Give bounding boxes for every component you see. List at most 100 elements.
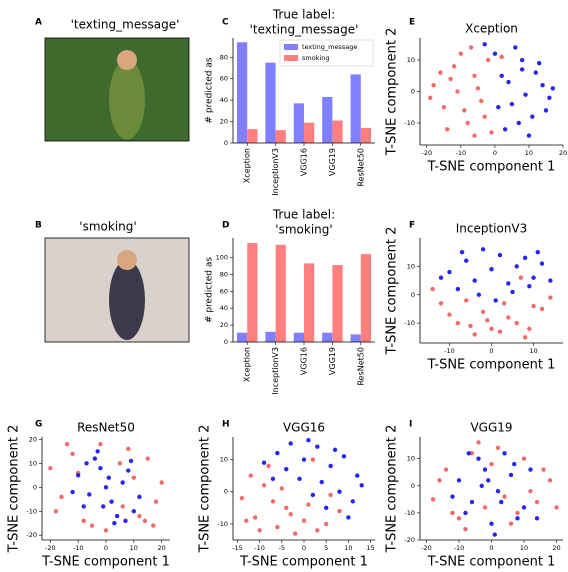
point xyxy=(328,492,333,498)
point xyxy=(70,451,75,456)
y-tick-label: 40 xyxy=(220,96,228,104)
point xyxy=(128,458,134,464)
point xyxy=(482,114,487,119)
x-tick-label: InceptionV3 xyxy=(271,347,280,395)
point xyxy=(64,441,70,447)
point xyxy=(428,95,433,100)
y-tick-label: -10 xyxy=(404,509,415,517)
point xyxy=(95,449,100,454)
point xyxy=(534,516,540,521)
point xyxy=(306,502,311,507)
point xyxy=(355,473,360,478)
legend-swatch xyxy=(284,44,298,50)
chart-title: ResNet50 xyxy=(77,421,135,435)
x-tick-label: 0 xyxy=(493,149,497,157)
point xyxy=(306,438,311,443)
bar xyxy=(322,96,333,143)
y-tick-label: -20 xyxy=(404,536,415,544)
x-tick-label: -20 xyxy=(421,149,432,157)
point xyxy=(84,461,89,466)
point xyxy=(519,67,525,72)
x-tick-label: VGG16 xyxy=(300,347,309,375)
point xyxy=(472,73,477,78)
point xyxy=(495,489,501,494)
x-tick-label: VGG19 xyxy=(328,347,337,375)
y-tick-label: 10 xyxy=(407,56,415,64)
x-tick-label: -10 xyxy=(456,149,467,157)
point xyxy=(492,51,498,56)
point xyxy=(103,528,109,533)
point xyxy=(464,298,469,303)
point xyxy=(131,475,137,480)
point xyxy=(455,286,461,292)
point xyxy=(521,505,527,510)
point xyxy=(521,456,527,461)
bar xyxy=(304,263,315,342)
point xyxy=(502,127,508,132)
y-axis-label: T-SNE component 2 xyxy=(7,425,22,554)
x-axis-label: T-SNE component 1 xyxy=(427,555,556,570)
point xyxy=(476,440,481,445)
point xyxy=(319,479,324,485)
point xyxy=(519,57,525,63)
bar xyxy=(293,103,304,143)
point xyxy=(75,473,81,478)
point xyxy=(447,312,452,317)
point xyxy=(275,524,280,530)
point xyxy=(526,133,532,138)
point xyxy=(518,275,524,280)
point xyxy=(126,468,131,473)
x-tick-label: 0 xyxy=(489,544,493,552)
point xyxy=(539,261,545,266)
point xyxy=(350,499,356,504)
point xyxy=(450,494,455,499)
point xyxy=(539,306,545,312)
x-tick-label: VGG19 xyxy=(328,148,337,176)
point xyxy=(328,463,333,469)
x-axis-label: T-SNE component 1 xyxy=(41,555,170,570)
point xyxy=(48,465,53,471)
x-tick-label: 20 xyxy=(552,544,560,552)
point xyxy=(137,494,142,500)
point xyxy=(458,51,464,56)
point xyxy=(451,64,457,69)
point xyxy=(120,480,125,485)
point xyxy=(516,120,521,126)
y-tick-label: -10 xyxy=(217,520,228,528)
point xyxy=(159,480,164,485)
x-axis-label: T-SNE component 1 xyxy=(239,555,368,570)
point xyxy=(489,461,494,467)
bar xyxy=(236,42,248,143)
chart-title: VGG19 xyxy=(470,421,512,435)
bar xyxy=(350,334,361,342)
point xyxy=(472,332,477,337)
point xyxy=(506,315,511,320)
point xyxy=(463,510,468,516)
point xyxy=(288,512,293,517)
x-tick-label: InceptionV3 xyxy=(271,148,280,196)
point xyxy=(528,489,533,494)
x-tick-label: 0 xyxy=(489,347,493,355)
point xyxy=(430,286,435,292)
x-tick-label: -15 xyxy=(232,544,243,552)
y-axis-label: T-SNE component 2 xyxy=(385,28,400,157)
legend-label: texting_message xyxy=(302,43,357,51)
bar xyxy=(322,332,333,342)
bar xyxy=(247,243,258,342)
point xyxy=(547,478,553,483)
point xyxy=(297,476,302,482)
point xyxy=(485,57,491,63)
legend-label: smoking xyxy=(302,54,330,62)
point xyxy=(515,516,520,521)
point xyxy=(459,249,465,255)
point xyxy=(441,105,447,110)
x-tick-label: -10 xyxy=(444,347,455,355)
bar xyxy=(275,130,286,143)
y-tick-label: 20 xyxy=(220,118,228,126)
point xyxy=(437,478,442,483)
point xyxy=(499,73,504,78)
y-tick-label: 0 xyxy=(411,482,415,490)
point xyxy=(502,451,507,456)
point xyxy=(248,473,253,478)
point xyxy=(284,466,289,472)
